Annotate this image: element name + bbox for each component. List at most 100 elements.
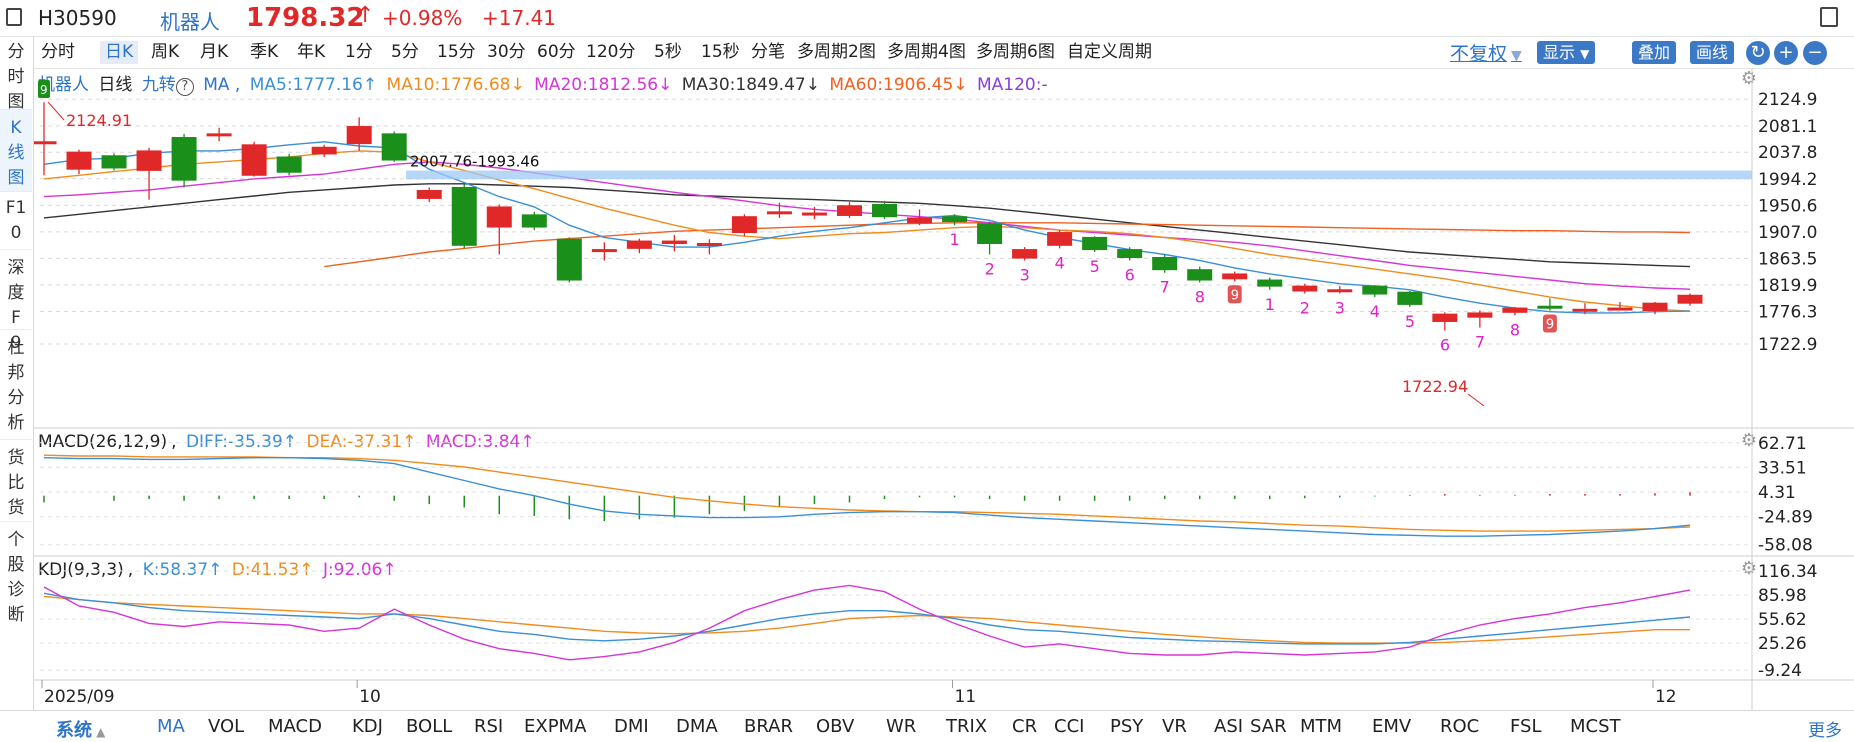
nine-turn-count: 2 xyxy=(985,259,995,278)
tab-period-0[interactable]: 分时 xyxy=(41,42,75,62)
nine-turn-badge xyxy=(38,80,50,98)
indicator-tab-wr[interactable]: WR xyxy=(886,716,917,737)
tab-period-11[interactable]: 120分 xyxy=(586,42,636,62)
refresh-icon[interactable]: ↻ xyxy=(1746,41,1770,65)
nav-kline[interactable]: K线图 xyxy=(0,110,32,192)
chevron-up-icon: ▲ xyxy=(92,725,106,739)
indicator-tab-trix[interactable]: TRIX xyxy=(946,716,988,737)
tab-period-8[interactable]: 15分 xyxy=(437,42,476,62)
indicator-tab-ma[interactable]: MA xyxy=(157,716,185,737)
main-info-ma120: MA120:- xyxy=(976,75,1048,95)
indicator-tab-brar[interactable]: BRAR xyxy=(744,716,793,737)
nine-turn-count: 8 xyxy=(1510,320,1520,339)
restore-rights-select[interactable]: 不复权 ▼ xyxy=(1450,39,1522,66)
y-axis-label: 1863.5 xyxy=(1758,249,1817,269)
overlay-button[interactable]: 叠加 xyxy=(1632,41,1677,64)
nav-f10[interactable]: F10 xyxy=(0,192,32,250)
tab-period-4[interactable]: 季K xyxy=(250,42,279,62)
tab-period-12[interactable]: 5秒 xyxy=(654,42,682,62)
y-axis-label: 116.34 xyxy=(1758,562,1817,582)
y-axis-label: -24.89 xyxy=(1758,508,1813,528)
tab-period-6[interactable]: 1分 xyxy=(345,42,373,62)
indicator-tab-emv[interactable]: EMV xyxy=(1372,716,1412,737)
nav-depth-f9[interactable]: 深度F9 xyxy=(0,250,32,353)
more-indicators-link[interactable]: 更多 xyxy=(1808,721,1842,741)
tab-period-1[interactable]: 日K xyxy=(100,41,139,64)
indicator-tab-系统[interactable]: 系统 ▲ xyxy=(56,720,106,741)
tab-period-2[interactable]: 周K xyxy=(151,42,180,62)
indicator-tabs-bar: 系统 ▲ MA VOL MACD KDJ BOLL RSI EXPMA DMI DMA BRAR OB… xyxy=(0,710,1854,742)
kdj-settings-gear-icon[interactable]: ⚙ xyxy=(1740,558,1758,579)
nav-diagnosis[interactable]: 个股诊断 xyxy=(0,522,32,632)
indicator-tab-obv[interactable]: OBV xyxy=(816,716,855,737)
candle-body xyxy=(311,146,337,155)
indicator-tab-cr[interactable]: CR xyxy=(1012,716,1038,737)
nav-dupont[interactable]: 杜邦分析 xyxy=(0,330,32,440)
tab-period-18[interactable]: 自定义周期 xyxy=(1067,42,1152,62)
indicator-tab-vr[interactable]: VR xyxy=(1162,716,1187,737)
candle-body xyxy=(1047,232,1073,246)
candle-body xyxy=(1537,305,1563,309)
indicator-tab-macd[interactable]: MACD xyxy=(268,716,322,737)
tab-period-3[interactable]: 月K xyxy=(200,42,229,62)
nine-turn-badge-label: 9 xyxy=(40,83,48,97)
nine-turn-count: 4 xyxy=(1370,302,1380,321)
kdj-title[interactable]: KDJ(9,3,3) xyxy=(38,560,124,580)
indicator-tab-boll[interactable]: BOLL xyxy=(406,716,453,737)
chart-grid xyxy=(34,68,1854,710)
y-axis-label: 2037.8 xyxy=(1758,143,1817,163)
help-icon[interactable]: ? xyxy=(175,78,194,96)
indicator-tab-mtm[interactable]: MTM xyxy=(1300,716,1343,737)
tab-period-5[interactable]: 年K xyxy=(297,42,326,62)
display-button[interactable]: 显示 ▼ xyxy=(1537,41,1596,64)
tab-period-14[interactable]: 分笔 xyxy=(751,42,785,62)
tab-period-9[interactable]: 30分 xyxy=(487,42,526,62)
indicator-tab-cci[interactable]: CCI xyxy=(1054,716,1085,737)
tab-period-10[interactable]: 60分 xyxy=(537,42,576,62)
tab-period-16[interactable]: 多周期4图 xyxy=(887,42,966,62)
chevron-down-icon: ▼ xyxy=(1511,48,1522,64)
macd-title[interactable]: MACD(26,12,9) xyxy=(38,432,168,452)
tab-period-15[interactable]: 多周期2图 xyxy=(797,42,876,62)
nav-depth-f9-label: 深度F9 xyxy=(7,258,25,353)
indicator-tab-fsl[interactable]: FSL xyxy=(1510,716,1542,737)
indicator-tab-mcst[interactable]: MCST xyxy=(1570,716,1621,737)
candle-body xyxy=(276,156,302,173)
tab-period-7[interactable]: 5分 xyxy=(391,42,419,62)
price-band-label: 2007.76-1993.46 xyxy=(410,153,539,171)
main-settings-gear-icon[interactable]: ⚙ xyxy=(1740,68,1758,89)
candle-body xyxy=(416,190,442,199)
indicator-tab-dma[interactable]: DMA xyxy=(676,716,718,737)
indicator-tab-dmi[interactable]: DMI xyxy=(614,716,649,737)
indicator-tab-asi[interactable]: ASI xyxy=(1214,716,1244,737)
macd-settings-gear-icon[interactable]: ⚙ xyxy=(1740,430,1758,451)
indicator-tab-sar[interactable]: SAR xyxy=(1250,716,1287,737)
nav-fenshi[interactable]: 分时图 xyxy=(0,36,32,112)
window-maximize-icon[interactable] xyxy=(1820,7,1838,27)
sidebar-toggle-icon[interactable] xyxy=(6,8,22,26)
zoom-out-icon[interactable]: − xyxy=(1803,41,1827,65)
candle-body xyxy=(766,211,792,215)
stock-name[interactable]: 机器人 xyxy=(160,10,220,34)
main-info-jiuzhuan[interactable]: 九转 xyxy=(141,75,176,95)
indicator-tab-vol[interactable]: VOL xyxy=(208,716,245,737)
candle-body xyxy=(1327,289,1353,293)
indicator-tab-kdj[interactable]: KDJ xyxy=(352,716,383,737)
zoom-in-icon[interactable]: + xyxy=(1774,41,1798,65)
tab-period-17[interactable]: 多周期6图 xyxy=(976,42,1055,62)
tab-period-13[interactable]: 15秒 xyxy=(701,42,740,62)
candle-body xyxy=(1222,273,1248,280)
indicator-tab-expma[interactable]: EXPMA xyxy=(524,716,587,737)
candle-body xyxy=(1117,249,1143,258)
nine-turn-count: 7 xyxy=(1475,333,1485,352)
draw-line-button[interactable]: 画线 xyxy=(1690,41,1735,64)
indicator-tab-psy[interactable]: PSY xyxy=(1110,716,1144,737)
indicator-tab-roc[interactable]: ROC xyxy=(1440,716,1480,737)
indicator-tab-rsi[interactable]: RSI xyxy=(474,716,504,737)
nine-turn-badge xyxy=(1542,314,1557,333)
macd-indicator-info: MACD(26,12,9), DIFF:-35.39↑ DEA:-37.31↑ … xyxy=(38,432,535,452)
nav-compare[interactable]: 货比货 xyxy=(0,440,32,522)
candle-body xyxy=(1642,302,1668,311)
kdj-k: K:58.37↑ xyxy=(142,560,223,580)
